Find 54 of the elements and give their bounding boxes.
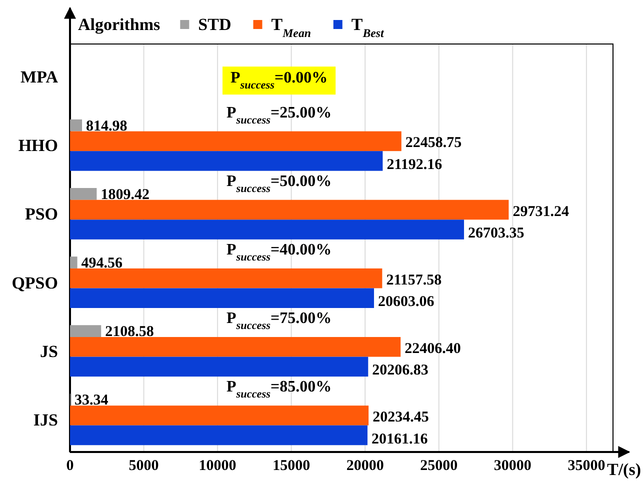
data-label: 20603.06 — [378, 294, 435, 310]
data-label: 21157.58 — [386, 272, 442, 288]
bar — [70, 220, 464, 240]
bar — [70, 425, 368, 446]
legend-label: STD — [198, 15, 232, 34]
data-label: 21192.16 — [386, 156, 443, 173]
data-label: 29731.24 — [512, 204, 570, 220]
data-label: 20161.16 — [371, 431, 428, 448]
x-tick-label: 35000 — [568, 458, 606, 474]
data-label: 33.34 — [74, 392, 109, 409]
bar — [70, 119, 82, 132]
data-label: 814.98 — [86, 118, 128, 134]
annotation: P$_{success}$=40.00% — [226, 242, 332, 264]
data-label: 26703.35 — [468, 226, 524, 242]
data-label: 20206.83 — [372, 362, 428, 379]
annotation: P$_{success}$=85.00% — [226, 378, 332, 401]
x-tick-label: 15000 — [272, 458, 310, 474]
data-label: 22406.40 — [404, 340, 461, 357]
annotation: P$_{success}$=0.00% — [230, 70, 328, 92]
bar — [70, 188, 97, 200]
data-label: 1809.42 — [100, 186, 150, 203]
bar — [70, 337, 401, 357]
x-tick-label: 20000 — [346, 458, 384, 474]
bar — [70, 131, 402, 152]
bar — [70, 356, 368, 377]
data-label: 22458.75 — [405, 135, 462, 152]
bar — [70, 256, 78, 268]
bar — [70, 406, 369, 426]
bar — [70, 151, 383, 171]
x-tick-label: 0 — [66, 458, 74, 474]
data-label: 2108.58 — [105, 324, 154, 340]
x-tick-label: 10000 — [198, 458, 236, 474]
data-label: 20234.45 — [372, 409, 429, 426]
y-tick-label: MPA — [20, 68, 59, 87]
data-label: 494.56 — [81, 255, 124, 272]
y-tick-label: HHO — [18, 136, 58, 156]
annotation: P$_{success}$=25.00% — [226, 104, 332, 126]
annotation: P$_{success}$=50.00% — [226, 173, 332, 195]
y-tick-label: PSO — [24, 204, 58, 224]
bar — [70, 200, 509, 220]
x-tick-label: 5000 — [128, 458, 159, 474]
legend-title: Algorithms — [78, 15, 161, 34]
legend-label: T$_{Mean}$ — [271, 15, 312, 40]
y-tick-label: IJS — [33, 410, 58, 430]
y-tick-label: JS — [40, 342, 58, 361]
y-tick-label: QPSO — [12, 273, 58, 292]
x-tick-label: 25000 — [420, 458, 458, 474]
bar — [70, 288, 374, 308]
bar — [70, 325, 102, 338]
legend-label: T$_{Best}$ — [351, 15, 385, 40]
x-tick-label: 30000 — [494, 458, 532, 474]
x-axis-title: T/(s) — [607, 460, 641, 479]
bar — [70, 268, 382, 288]
annotation: P$_{success}$=75.00% — [226, 310, 332, 332]
